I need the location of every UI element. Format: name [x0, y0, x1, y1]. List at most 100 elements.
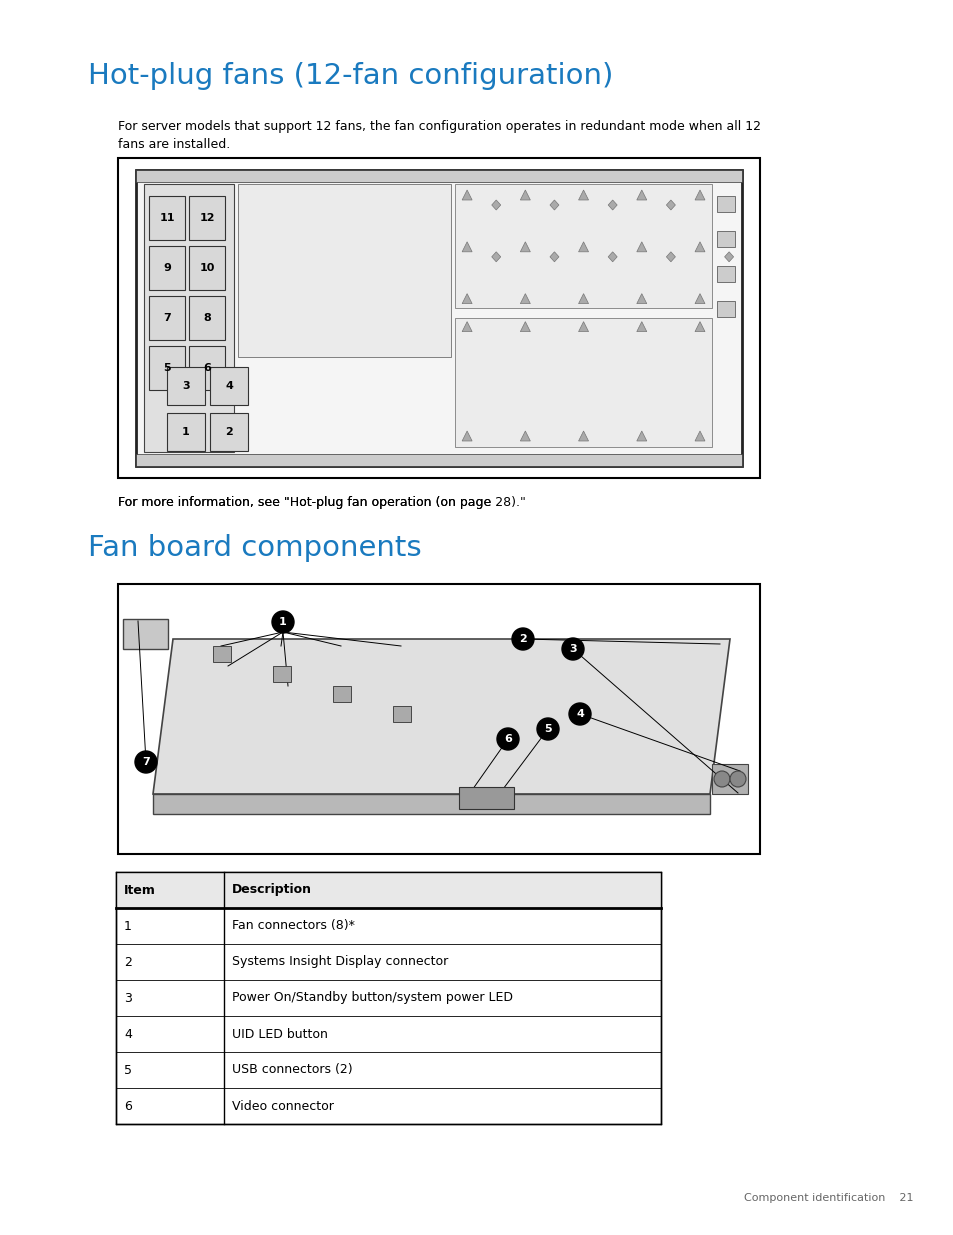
Text: USB connectors (2): USB connectors (2): [232, 1063, 353, 1077]
Polygon shape: [695, 242, 704, 252]
Bar: [455, 184, 711, 308]
Circle shape: [497, 727, 518, 750]
Text: Fan board components: Fan board components: [88, 534, 421, 562]
Polygon shape: [695, 294, 704, 304]
Polygon shape: [578, 321, 588, 332]
Bar: [116, 872, 660, 908]
Text: 10: 10: [199, 263, 214, 273]
Text: Fan connectors (8)*: Fan connectors (8)*: [232, 920, 355, 932]
Bar: [149, 196, 185, 240]
Bar: [118, 584, 760, 853]
Polygon shape: [549, 252, 558, 262]
Text: 2: 2: [124, 956, 132, 968]
Polygon shape: [578, 242, 588, 252]
Text: 1: 1: [182, 427, 190, 437]
Bar: [717, 301, 734, 317]
Text: For more information, see "Hot-plug fan operation (on page 28).": For more information, see "Hot-plug fan …: [118, 496, 525, 509]
Circle shape: [568, 703, 590, 725]
Bar: [189, 196, 225, 240]
Text: 6: 6: [503, 734, 512, 743]
Bar: [213, 646, 231, 662]
Text: 3: 3: [124, 992, 132, 1004]
Polygon shape: [636, 294, 646, 304]
Polygon shape: [578, 190, 588, 200]
Text: 1: 1: [279, 618, 287, 627]
Bar: [393, 706, 411, 722]
Polygon shape: [636, 242, 646, 252]
Bar: [189, 246, 225, 290]
Text: UID LED button: UID LED button: [232, 1028, 328, 1041]
Circle shape: [561, 638, 583, 659]
Text: 7: 7: [163, 312, 171, 324]
Text: 12: 12: [199, 212, 214, 224]
Text: 3: 3: [569, 643, 577, 655]
Bar: [136, 170, 741, 466]
Bar: [136, 454, 741, 466]
Text: Video connector: Video connector: [232, 1099, 334, 1113]
Text: For more information, see "Hot-plug fan operation (on page: For more information, see "Hot-plug fan …: [118, 496, 495, 509]
Circle shape: [135, 751, 157, 773]
Polygon shape: [695, 190, 704, 200]
Polygon shape: [607, 200, 617, 210]
Polygon shape: [578, 294, 588, 304]
Bar: [149, 246, 185, 290]
Text: 6: 6: [203, 363, 211, 373]
Polygon shape: [461, 190, 472, 200]
Text: 6: 6: [124, 1099, 132, 1113]
Text: For server models that support 12 fans, the fan configuration operates in redund: For server models that support 12 fans, …: [118, 120, 760, 133]
Text: 11: 11: [159, 212, 174, 224]
Bar: [711, 764, 747, 794]
Bar: [189, 346, 225, 390]
Text: 2: 2: [518, 634, 526, 643]
Text: 3: 3: [182, 382, 190, 391]
Polygon shape: [666, 252, 675, 262]
Text: Hot-plug fans (12-fan configuration): Hot-plug fans (12-fan configuration): [88, 62, 613, 90]
Text: 1: 1: [124, 920, 132, 932]
Text: 4: 4: [576, 709, 583, 719]
Polygon shape: [549, 200, 558, 210]
Polygon shape: [695, 431, 704, 441]
Text: 5: 5: [543, 724, 551, 734]
Polygon shape: [724, 200, 733, 210]
Polygon shape: [519, 190, 530, 200]
Bar: [149, 296, 185, 340]
Polygon shape: [636, 431, 646, 441]
Text: Description: Description: [232, 883, 312, 897]
Text: 4: 4: [225, 382, 233, 391]
Polygon shape: [461, 242, 472, 252]
Bar: [210, 367, 248, 405]
Bar: [144, 184, 233, 452]
Text: 8: 8: [203, 312, 211, 324]
Text: Systems Insight Display connector: Systems Insight Display connector: [232, 956, 448, 968]
Bar: [167, 367, 205, 405]
Polygon shape: [461, 294, 472, 304]
Polygon shape: [519, 294, 530, 304]
Text: 5: 5: [163, 363, 171, 373]
Text: Item: Item: [124, 883, 155, 897]
Text: 5: 5: [124, 1063, 132, 1077]
Bar: [167, 412, 205, 451]
Circle shape: [713, 771, 729, 787]
Polygon shape: [491, 200, 500, 210]
Polygon shape: [607, 252, 617, 262]
Bar: [237, 184, 451, 357]
Bar: [458, 787, 514, 809]
Bar: [118, 158, 760, 478]
Polygon shape: [578, 431, 588, 441]
Circle shape: [512, 629, 534, 650]
Polygon shape: [724, 252, 733, 262]
Bar: [717, 231, 734, 247]
Bar: [333, 685, 351, 701]
Text: Component identification    21: Component identification 21: [743, 1193, 913, 1203]
Polygon shape: [519, 431, 530, 441]
Bar: [210, 412, 248, 451]
Text: 9: 9: [163, 263, 171, 273]
Polygon shape: [636, 190, 646, 200]
Polygon shape: [519, 321, 530, 332]
Polygon shape: [636, 321, 646, 332]
Polygon shape: [695, 321, 704, 332]
Polygon shape: [461, 431, 472, 441]
Polygon shape: [491, 252, 500, 262]
Text: 4: 4: [124, 1028, 132, 1041]
Bar: [717, 196, 734, 212]
